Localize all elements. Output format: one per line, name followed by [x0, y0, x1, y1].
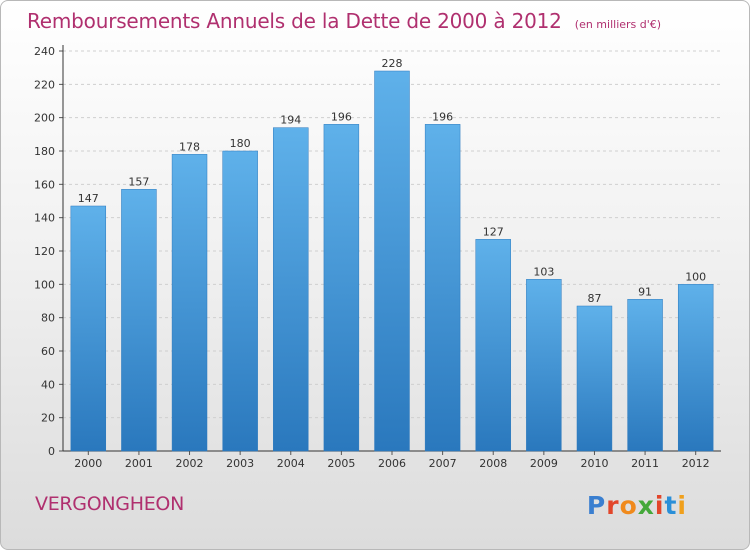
- logo-letter: i: [677, 491, 687, 520]
- chart-title: Remboursements Annuels de la Dette de 20…: [27, 9, 562, 33]
- title-row: Remboursements Annuels de la Dette de 20…: [27, 9, 661, 33]
- bar-value-label: 178: [179, 140, 200, 153]
- y-tick-label: 160: [34, 178, 55, 191]
- bar-value-label: 180: [230, 137, 251, 150]
- bar-value-label: 100: [685, 270, 706, 283]
- bar-value-label: 127: [483, 225, 504, 238]
- x-tick-label: 2011: [631, 457, 659, 470]
- x-tick-label: 2002: [176, 457, 204, 470]
- proxiti-logo: Proxiti: [587, 491, 687, 520]
- logo-letter: t: [664, 491, 678, 520]
- y-tick-label: 240: [34, 45, 55, 58]
- bar: [323, 124, 360, 452]
- bar: [424, 124, 461, 452]
- logo-letter: r: [606, 491, 620, 520]
- x-tick-label: 2006: [378, 457, 406, 470]
- bar: [526, 279, 562, 452]
- y-tick-label: 60: [41, 345, 55, 358]
- bar: [121, 189, 157, 452]
- y-tick-label: 20: [41, 412, 55, 425]
- logo-letter: x: [637, 491, 655, 520]
- x-tick-label: 2009: [530, 457, 558, 470]
- y-tick-label: 180: [34, 145, 55, 158]
- bar-value-label: 87: [587, 292, 601, 305]
- bar-value-label: 196: [331, 110, 352, 123]
- bar: [222, 150, 258, 452]
- x-tick-label: 2003: [226, 457, 254, 470]
- bar-value-label: 196: [432, 110, 453, 123]
- bar-value-label: 194: [280, 114, 301, 127]
- bar: [627, 299, 663, 452]
- y-tick-label: 0: [48, 445, 55, 458]
- place-name: VERGONGHEON: [35, 493, 184, 515]
- y-tick-label: 200: [34, 112, 55, 125]
- x-tick-label: 2007: [429, 457, 457, 470]
- x-tick-label: 2010: [580, 457, 608, 470]
- y-tick-label: 40: [41, 378, 55, 391]
- logo-letter: o: [619, 491, 638, 520]
- bar-value-label: 157: [128, 175, 149, 188]
- bar-value-label: 147: [78, 192, 99, 205]
- y-tick-label: 120: [34, 245, 55, 258]
- x-tick-label: 2001: [125, 457, 153, 470]
- logo-letter: P: [586, 491, 607, 520]
- bar: [576, 305, 613, 452]
- bar: [171, 154, 208, 452]
- chart-subtitle: (en milliers d'€): [574, 18, 662, 31]
- y-tick-label: 140: [34, 212, 55, 225]
- bar: [70, 205, 107, 452]
- y-tick-label: 220: [34, 78, 55, 91]
- y-tick-label: 80: [41, 312, 55, 325]
- bar-value-label: 228: [382, 57, 403, 70]
- bar: [677, 284, 714, 452]
- x-tick-label: 2008: [479, 457, 507, 470]
- logo-letter: i: [654, 491, 665, 520]
- x-tick-label: 2000: [74, 457, 102, 470]
- x-tick-label: 2004: [277, 457, 305, 470]
- y-tick-label: 100: [34, 278, 55, 291]
- bar: [475, 239, 511, 452]
- x-tick-label: 2005: [327, 457, 355, 470]
- bar: [374, 70, 410, 452]
- bar-value-label: 103: [533, 265, 554, 278]
- bar-value-label: 91: [638, 285, 652, 298]
- x-tick-label: 2012: [682, 457, 710, 470]
- bar: [273, 127, 309, 452]
